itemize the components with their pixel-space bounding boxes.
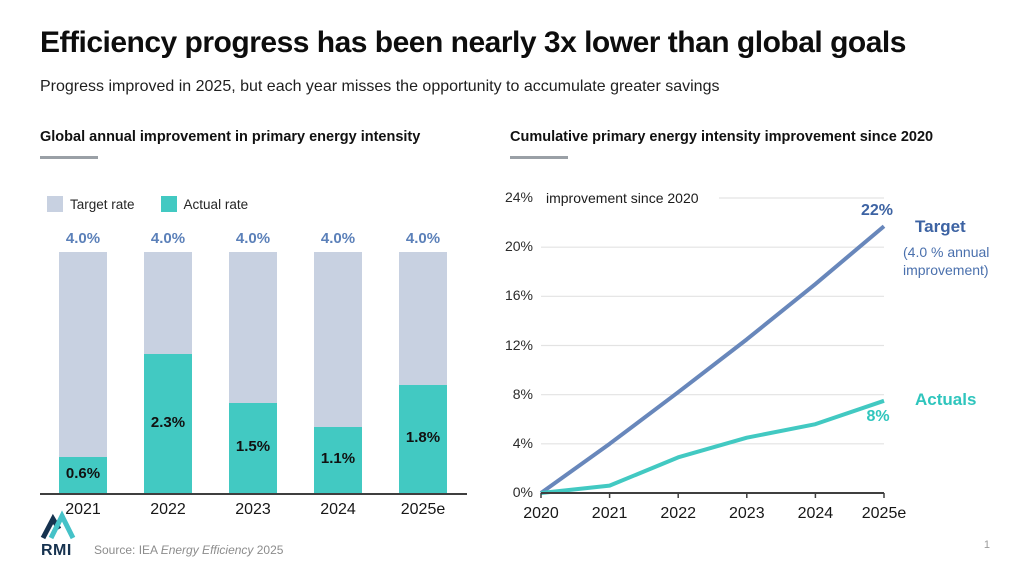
legend-label-target: Target rate (70, 196, 135, 212)
target-series-label: Target (915, 217, 966, 236)
line-x-axis-label: 2023 (729, 505, 765, 522)
bar-target-rate-label: 4.0% (405, 230, 441, 247)
actuals-series-label: Actuals (915, 390, 977, 409)
actuals-line (540, 398, 885, 495)
y-axis-tick-label: 0% (512, 484, 533, 500)
bar-x-axis-label: 2023 (235, 501, 271, 518)
bar-x-axis-label: 2021 (65, 501, 101, 518)
y-axis-tick-label: 4% (512, 434, 533, 451)
bar-target-rate-label: 4.0% (320, 230, 356, 247)
bar-column: 2.3% (144, 252, 192, 493)
bar-chart-title: Global annual improvement in primary ene… (40, 129, 421, 145)
bar-column: 1.1% (314, 252, 362, 493)
y-axis-tick-label: 20% (504, 238, 533, 255)
bar-actual-segment (59, 457, 107, 493)
bar-x-axis-label: 2024 (320, 501, 356, 518)
bar-column: 1.8% (399, 252, 447, 493)
rmi-logo: RMI (40, 510, 82, 559)
bar-actual-segment (399, 385, 447, 493)
target-series-sublabel: (4.0 % annual improvement) (903, 244, 990, 279)
source-italic: Energy Efficiency (160, 543, 254, 557)
bar-actual-value-label: 0.6% (65, 465, 101, 482)
target-rate-swatch (47, 196, 63, 212)
page-subtitle: Progress improved in 2025, but each year… (40, 78, 720, 95)
bar-target-rate-label: 4.0% (150, 230, 186, 247)
rmi-logo-text: RMI (41, 542, 72, 559)
bar-actual-value-label: 1.8% (405, 429, 441, 446)
bar-chart-title-underline (40, 156, 98, 159)
line-chart-plot: 2020 2021 2022 2023 2024 2025e (523, 190, 906, 522)
line-x-axis-label: 2020 (523, 505, 559, 522)
legend-item-actual: Actual rate (160, 196, 249, 212)
line-chart-title: Cumulative primary energy intensity impr… (510, 129, 934, 145)
bar-column: 1.5% (229, 252, 277, 493)
line-chart-title-underline (510, 156, 568, 159)
bar-actual-segment (229, 403, 277, 493)
y-axis-tick-label: 24% (504, 189, 533, 205)
source-prefix: Source: IEA (94, 543, 161, 557)
bar-actual-segment (144, 354, 192, 493)
line-x-axis-label: 2021 (591, 505, 628, 522)
page-number: 1 (983, 539, 990, 551)
bar-x-axis-label: 2025e (400, 501, 446, 518)
legend-item-target: Target rate (47, 196, 135, 212)
y-axis-note: improvement since 2020 (546, 190, 699, 206)
line-x-axis-label: 2024 (797, 505, 834, 522)
bar-target-rate-label: 4.0% (65, 230, 101, 247)
y-axis-tick-label: 8% (512, 385, 533, 402)
rmi-logo-mark: RMI (40, 510, 76, 559)
target-line (539, 224, 886, 495)
bar-actual-value-label: 1.5% (235, 438, 271, 455)
line-chart-svg (539, 197, 886, 498)
line-x-axis-label: 2022 (660, 505, 696, 522)
bar-chart-plot: 4.0% 0.6% 2021 4.0% 2.3% 2022 4.0% 1.5% 2023 4.0%… (40, 230, 467, 518)
y-axis-tick-label: 12% (504, 336, 533, 353)
actuals-end-value: 8% (866, 408, 890, 425)
source-suffix: 2025 (253, 543, 284, 557)
line-x-axis-label: 2025e (861, 505, 907, 522)
target-end-value: 22% (860, 202, 894, 219)
bar-actual-value-label: 2.3% (150, 413, 186, 431)
source-text: Source: IEA Energy Efficiency 2025 (94, 543, 283, 557)
page-title: Efficiency progress has been nearly 3x l… (40, 26, 906, 59)
y-axis-tick-label: 16% (504, 287, 533, 304)
bar-chart-x-axis (40, 493, 467, 495)
legend-label-actual: Actual rate (183, 196, 249, 212)
bar-target-rate-label: 4.0% (235, 230, 271, 247)
bar-chart-legend: Target rate Actual rate (47, 196, 264, 212)
bar-column: 0.6% (59, 252, 107, 493)
bar-x-axis-label: 2022 (150, 501, 186, 518)
bar-actual-value-label: 1.1% (320, 450, 356, 467)
bar-actual-segment (314, 427, 362, 493)
actual-rate-swatch (160, 196, 177, 212)
